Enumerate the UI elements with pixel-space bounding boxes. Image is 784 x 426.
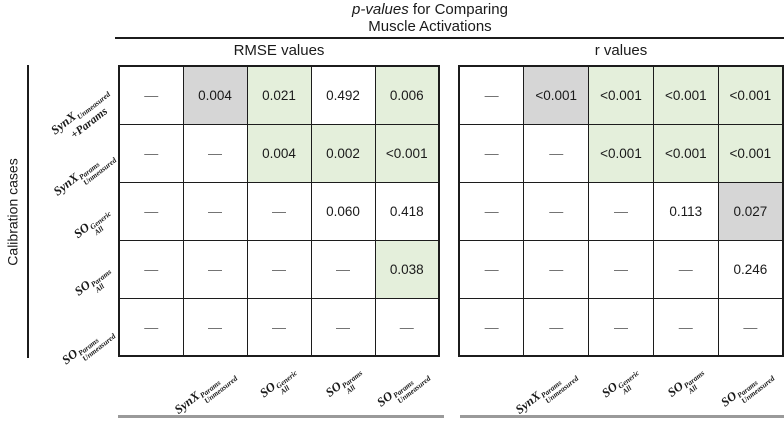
- cell-r-r1-c1: —: [523, 123, 590, 183]
- cell-r-r1-c2: <0.001: [588, 123, 654, 183]
- r-values-header: r values: [594, 42, 648, 59]
- cell-rmse-r2-c3: 0.060: [310, 181, 376, 241]
- figure-title: p-values for Comparing Muscle Activation…: [255, 1, 605, 35]
- matrix-row: — — —0.060 0.418: [118, 181, 440, 241]
- top-rule: [115, 37, 784, 39]
- rmse-values-header: RMSE values: [233, 42, 325, 59]
- cell-r-r0-c2: <0.001: [588, 65, 654, 125]
- cell-rmse-r1-c3: 0.002: [310, 123, 376, 183]
- cell-r-r0-c0: —: [458, 65, 525, 125]
- cell-rmse-r0-c2: 0.021: [246, 65, 312, 125]
- label-subscript: All: [278, 383, 292, 396]
- row-labels: SynXUnmeasured +Params SynX Params Unmeasure…: [0, 65, 118, 368]
- label-supsub: Params All: [89, 267, 117, 295]
- cell-rmse-r2-c1: —: [182, 181, 248, 241]
- cell-rmse-r3-c1: —: [182, 239, 248, 299]
- matrix-row: — — —0.113 0.027: [458, 181, 784, 241]
- matrix-row: — —0.004 0.002 <0.001: [118, 123, 440, 183]
- cell-r-r0-c3: <0.001: [652, 65, 719, 125]
- cell-r-r3-c1: —: [523, 239, 590, 299]
- cell-r-r4-c3: —: [652, 297, 719, 357]
- cell-rmse-r2-c2: —: [246, 181, 312, 241]
- cell-r-r2-c4: 0.027: [717, 181, 784, 241]
- cell-rmse-r2-c4: 0.418: [374, 181, 440, 241]
- row-label-4: SO Params Unmeasured: [24, 299, 118, 367]
- cell-rmse-r4-c4: —: [374, 297, 440, 357]
- label-supsub: Params Unmeasured: [77, 328, 118, 362]
- cell-r-r2-c0: —: [458, 181, 525, 241]
- math-label: SO Params Unmeasured: [60, 321, 118, 367]
- label-supsub: Params Unmeasured: [735, 370, 776, 405]
- cell-rmse-r4-c0: —: [118, 297, 184, 357]
- cell-r-r2-c2: —: [588, 181, 654, 241]
- cell-r-r2-c1: —: [523, 181, 590, 241]
- matrix-row: — <0.001 <0.001 <0.001 <0.001: [458, 65, 784, 125]
- cell-rmse-r0-c0: —: [118, 65, 184, 125]
- cell-rmse-r3-c2: —: [246, 239, 312, 299]
- col-label-r-3: SO Params Unmeasured: [611, 362, 776, 410]
- row-label-2: SO Generic All: [24, 182, 114, 241]
- label-subscript: All: [620, 383, 634, 396]
- cell-rmse-r1-c1: —: [182, 123, 248, 183]
- matrix-r: — <0.001 <0.001 <0.001 <0.001— — <0.001 <0.001 <…: [458, 65, 784, 357]
- figure-title-line2: Muscle Activations: [368, 18, 492, 35]
- cell-rmse-r4-c1: —: [182, 297, 248, 357]
- title-pvalues: p-values: [352, 1, 409, 18]
- title-line1-rest: for Comparing: [408, 1, 508, 18]
- cell-rmse-r0-c4: 0.006: [374, 65, 440, 125]
- cell-rmse-r4-c3: —: [310, 297, 376, 357]
- cell-r-r4-c2: —: [588, 297, 654, 357]
- cell-rmse-r1-c0: —: [118, 123, 184, 183]
- cell-r-r1-c3: <0.001: [652, 123, 719, 183]
- row-label-0: SynXUnmeasured +Params: [24, 65, 114, 142]
- cell-r-r2-c3: 0.113: [652, 181, 719, 241]
- matrix-row: — — — —0.038: [118, 239, 440, 299]
- cell-r-r3-c0: —: [458, 239, 525, 299]
- cell-r-r4-c0: —: [458, 297, 525, 357]
- cell-r-r1-c4: <0.001: [717, 123, 784, 183]
- label-subscript: All: [93, 281, 107, 295]
- bottom-rule-right: [460, 415, 784, 418]
- label-subscript: All: [686, 382, 700, 396]
- cell-rmse-r4-c2: —: [246, 297, 312, 357]
- label-subscript: All: [92, 223, 106, 237]
- math-label: SO Params All: [72, 263, 113, 298]
- label-subscript: All: [343, 382, 357, 396]
- matrix-row: — — — — —: [458, 297, 784, 357]
- label-supsub: Generic All: [89, 209, 118, 237]
- math-label: SO Params Unmeasured: [718, 364, 776, 410]
- cell-rmse-r0-c3: 0.492: [310, 65, 376, 125]
- figure-title-line1: p-values for Comparing: [255, 1, 605, 18]
- math-label: SO Generic All: [71, 204, 113, 241]
- col-label-rmse-3: SO Params Unmeasured: [268, 362, 432, 410]
- cell-r-r0-c1: <0.001: [523, 65, 590, 125]
- cell-r-r3-c3: —: [652, 239, 719, 299]
- matrix-row: — — <0.001 <0.001 <0.001: [458, 123, 784, 183]
- cell-r-r3-c2: —: [588, 239, 654, 299]
- cell-r-r4-c1: —: [523, 297, 590, 357]
- cell-r-r4-c4: —: [717, 297, 784, 357]
- row-label-3: SO Params All: [24, 241, 114, 300]
- calibration-cases-axis-line: [27, 65, 29, 358]
- row-label-1: SynX Params Unmeasured: [24, 124, 117, 199]
- matrix-row: —0.004 0.021 0.492 0.006: [118, 65, 440, 125]
- cell-rmse-r3-c3: —: [310, 239, 376, 299]
- cell-rmse-r1-c4: <0.001: [374, 123, 440, 183]
- bottom-rule-left: [118, 415, 444, 418]
- matrix-rmse: —0.004 0.021 0.492 0.006— —0.004 0.002 <0.001—…: [118, 65, 440, 357]
- matrix-row: — — — —0.246: [458, 239, 784, 299]
- cell-r-r1-c0: —: [458, 123, 525, 183]
- cell-rmse-r0-c1: 0.004: [182, 65, 248, 125]
- cell-r-r0-c4: <0.001: [717, 65, 784, 125]
- cell-r-r3-c4: 0.246: [717, 239, 784, 299]
- cell-rmse-r1-c2: 0.004: [246, 123, 312, 183]
- cell-rmse-r3-c4: 0.038: [374, 239, 440, 299]
- cell-rmse-r3-c0: —: [118, 239, 184, 299]
- matrix-row: — — — — —: [118, 297, 440, 357]
- cell-rmse-r2-c0: —: [118, 181, 184, 241]
